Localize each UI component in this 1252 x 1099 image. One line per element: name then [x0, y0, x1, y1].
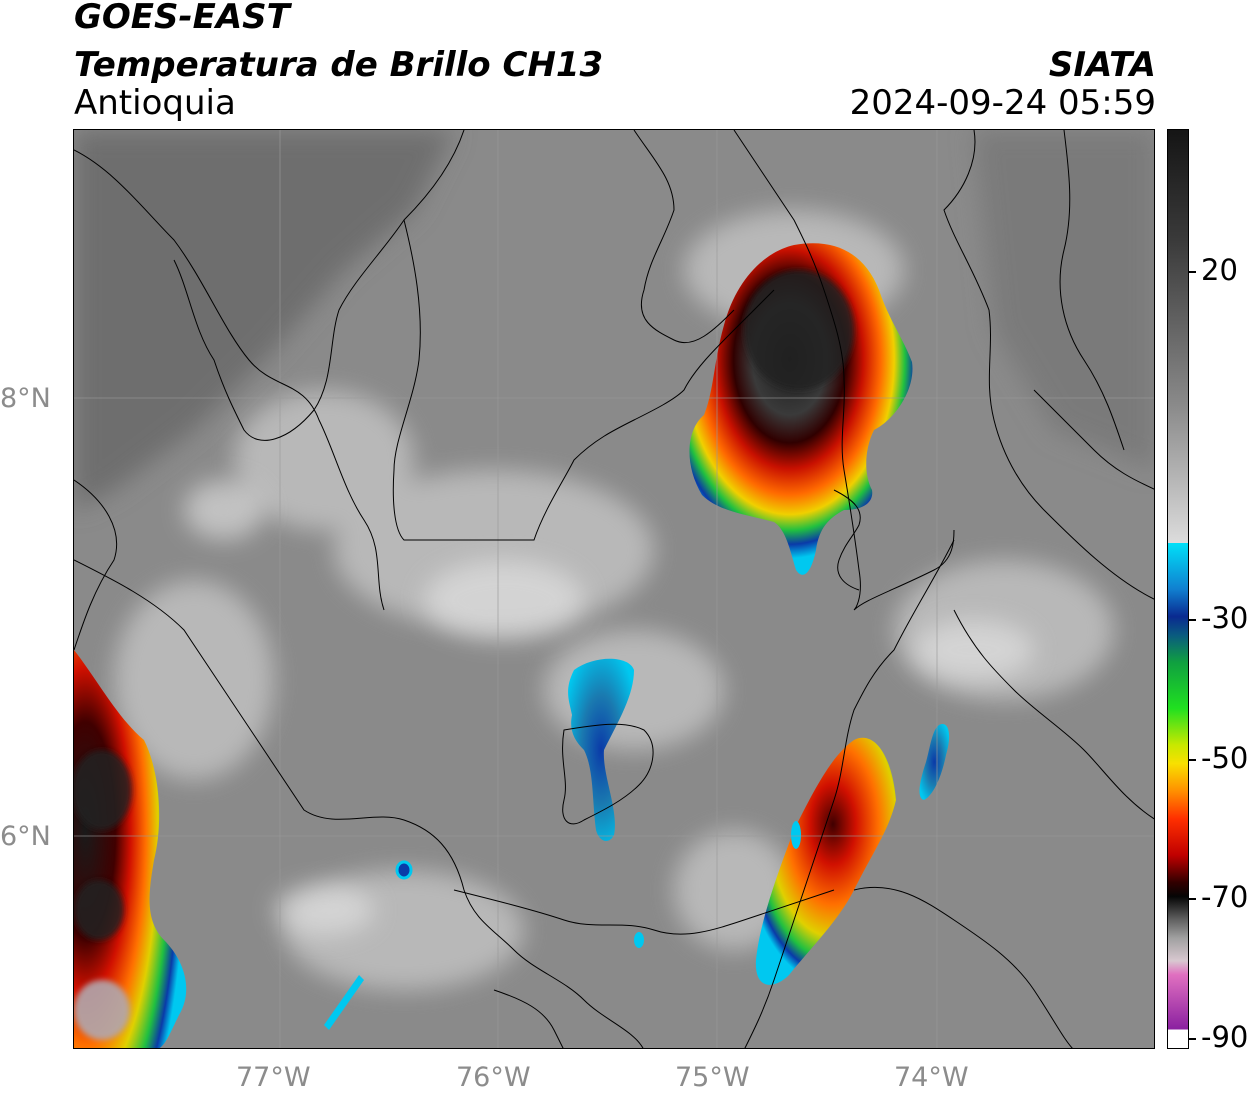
caribbean-coastline [74, 149, 385, 611]
map-canvas [74, 130, 1154, 1048]
colorbar-fill [1168, 130, 1188, 1048]
lon-label-74W: 74°W [894, 1062, 969, 1093]
storm-cores [74, 270, 854, 940]
colorbar-tick-minus70 [1189, 898, 1196, 900]
antioquia-north-boundary [392, 219, 775, 541]
colorbar-tick-minus50 [1189, 759, 1196, 761]
clear-sky-region-northwest [74, 130, 454, 510]
east-cordillera-border [953, 609, 1154, 820]
venezuela-border [1059, 130, 1125, 451]
boundary-lines [74, 130, 1154, 1048]
lat-label-6N: 6°N [0, 821, 51, 852]
colorbar-label-minus90: -90 [1201, 1020, 1249, 1054]
colorbar-label-minus30: -30 [1201, 601, 1249, 635]
panama-border [74, 479, 118, 651]
storm-cell-southeast [755, 737, 896, 985]
boyaca-border [853, 886, 1073, 1048]
title-line-1: GOES-EAST [74, 0, 290, 37]
clear-sky-region-northeast [974, 130, 1154, 470]
municipal-cluster [562, 723, 654, 825]
municipal-cluster-2 [833, 489, 861, 591]
caldas-border [453, 889, 835, 935]
magdalena-border [943, 130, 1154, 600]
uraba-gulf-coast [173, 130, 465, 441]
gridlines [74, 130, 1154, 1048]
bright-cloud-streaks [184, 480, 1034, 935]
lat-label-8N: 8°N [0, 383, 51, 414]
coldest-tops [74, 980, 130, 1040]
satellite-map[interactable] [73, 129, 1155, 1049]
timestamp-label: 2024-09-24 05:59 [849, 83, 1156, 123]
storm-cell-central [568, 658, 634, 842]
lon-label-77W: 77°W [236, 1062, 311, 1093]
southern-border [493, 989, 564, 1048]
santander-border [744, 539, 955, 1048]
colorbar-label-minus70: -70 [1201, 880, 1249, 914]
colorbar-tick-20 [1189, 271, 1196, 273]
small-convective-cells [324, 821, 801, 1030]
title-line-2: Temperatura de Brillo CH13 [74, 45, 604, 85]
colorbar-tick-minus90 [1189, 1038, 1196, 1040]
colorbar-gradient [1168, 130, 1188, 1048]
cordoba-border [633, 130, 735, 344]
colorbar-label-20: 20 [1201, 253, 1238, 287]
choco-border [74, 559, 644, 1048]
bolivar-border [733, 130, 955, 611]
storm-cell-small-east [919, 724, 950, 800]
lon-label-76W: 76°W [456, 1062, 531, 1093]
lon-label-75W: 75°W [675, 1062, 750, 1093]
colorbar-label-minus50: -50 [1201, 741, 1249, 775]
temperature-colorbar [1167, 129, 1189, 1049]
region-subtitle: Antioquia [74, 83, 236, 123]
northeast-state-line [1033, 389, 1154, 490]
colorbar-tick-minus30 [1189, 619, 1196, 621]
storm-cell-west-edge [74, 650, 187, 1048]
organization-label: SIATA [1048, 45, 1156, 85]
